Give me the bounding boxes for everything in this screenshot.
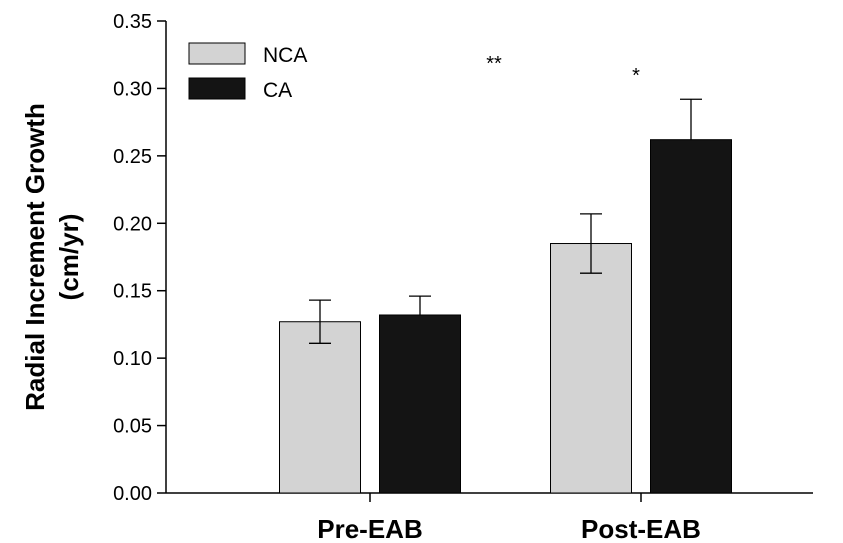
x-tick-label: Post-EAB: [581, 514, 701, 543]
y-tick-label: 0.20: [113, 213, 152, 235]
legend-label-nca: NCA: [263, 44, 307, 67]
y-axis-title-line1: Radial Increment Growth: [20, 103, 50, 411]
y-tick-label: 0.00: [113, 483, 152, 505]
legend-swatch-nca: [188, 42, 246, 65]
y-axis-title: Radial Increment Growth (cm/yr): [20, 103, 84, 411]
legend-swatch-ca: [188, 77, 246, 100]
y-tick-label: 0.30: [113, 78, 152, 100]
bar-ca-pre-eab: [379, 314, 461, 494]
bars: [279, 139, 732, 494]
bar-nca-pre-eab: [279, 321, 361, 494]
legend-label-ca: CA: [263, 79, 292, 102]
significance-markers: ***: [486, 53, 640, 87]
bar-ca-post-eab: [650, 139, 732, 494]
error-bars: [309, 98, 702, 344]
y-axis-title-rotated: Radial Increment Growth (cm/yr): [20, 103, 84, 411]
y-tick-label: 0.15: [113, 281, 152, 303]
x-tick-label: Pre-EAB: [317, 514, 422, 543]
y-tick-label: 0.05: [113, 416, 152, 438]
axes: 0.00 0.05 0.10 0.15 0.20 0.25 0.30 0.35 Pre-EAB P…: [113, 11, 813, 543]
y-tick-label: 0.35: [113, 11, 152, 33]
legend: NCA CA: [188, 42, 307, 102]
y-axis-title-line2: (cm/yr): [54, 214, 84, 301]
bar-nca-post-eab: [550, 243, 632, 494]
significance-marker: *: [632, 65, 640, 87]
y-tick-label: 0.25: [113, 146, 152, 168]
y-tick-label: 0.10: [113, 348, 152, 370]
significance-marker: **: [486, 53, 502, 75]
